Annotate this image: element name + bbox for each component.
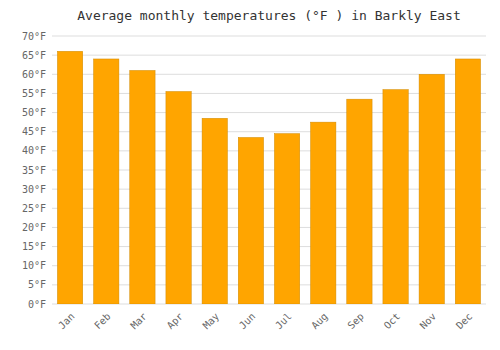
y-tick-label: 5°F	[28, 279, 46, 290]
x-tick-label: Mar	[128, 311, 149, 332]
x-tick-label: Sep	[345, 311, 366, 332]
grid	[52, 36, 486, 304]
x-tick-label: Nov	[418, 311, 439, 332]
chart-container: Average monthly temperatures (°F ) in Ba…	[0, 0, 500, 350]
y-tick-label: 25°F	[22, 203, 46, 214]
bar	[57, 51, 82, 304]
x-tick-label: Jan	[56, 311, 77, 332]
x-tick-label: Feb	[92, 311, 113, 332]
title: Average monthly temperatures (°F ) in Ba…	[77, 8, 461, 23]
y-tick-label: 60°F	[22, 69, 46, 80]
y-tick-label: 40°F	[22, 145, 46, 156]
bar	[202, 118, 227, 304]
y-tick-label: 50°F	[22, 107, 46, 118]
chart: Average monthly temperatures (°F ) in Ba…	[0, 0, 500, 350]
x-tick-label: Jun	[237, 311, 258, 332]
bar	[383, 90, 408, 304]
x-tick-label: Apr	[165, 311, 186, 332]
bar	[347, 99, 372, 304]
y-axis: 0°F 5°F 10°F 15°F 20°F 25°F 30°F 35°F 40°F 45°F 50…	[22, 31, 46, 310]
y-tick-label: 0°F	[28, 299, 46, 310]
grid-line	[52, 55, 486, 56]
y-tick-label: 10°F	[22, 260, 46, 271]
grid-line	[52, 36, 486, 37]
x-axis: Jan Feb Mar Apr May Jun Jul Aug Sep Oct Nov Dec	[56, 311, 474, 332]
x-tick-label: Aug	[309, 311, 330, 332]
y-tick-label: 20°F	[22, 222, 46, 233]
bar	[94, 59, 119, 304]
y-tick-label: 55°F	[22, 88, 46, 99]
bar	[274, 134, 299, 304]
x-tick-label: Oct	[382, 311, 403, 332]
y-tick-label: 35°F	[22, 165, 46, 176]
y-tick-label: 15°F	[22, 241, 46, 252]
bar	[238, 137, 263, 304]
bar	[419, 74, 444, 304]
bar	[455, 59, 480, 304]
y-tick-label: 45°F	[22, 126, 46, 137]
x-tick-label: Jul	[273, 311, 294, 332]
bar	[166, 92, 191, 304]
bar	[130, 70, 155, 304]
x-tick-label: Dec	[454, 311, 475, 332]
x-tick-label: May	[201, 311, 222, 332]
y-tick-label: 65°F	[22, 50, 46, 61]
bars	[57, 51, 480, 304]
y-tick-label: 70°F	[22, 31, 46, 42]
bar	[311, 122, 336, 304]
y-tick-label: 30°F	[22, 184, 46, 195]
